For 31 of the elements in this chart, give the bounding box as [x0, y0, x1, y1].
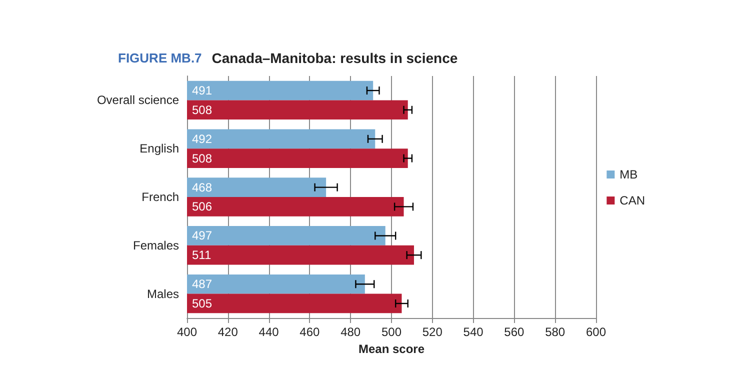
data-label: 492	[192, 132, 212, 146]
y-tick-label: Overall science	[96, 93, 180, 108]
data-label: 505	[192, 296, 212, 310]
y-tick-label: French	[142, 190, 179, 204]
x-tick-label: 420	[218, 325, 238, 339]
data-label: 508	[192, 102, 212, 117]
data-label: 506	[192, 200, 212, 214]
chart-title: FIGURE MB.7	[118, 50, 202, 66]
x-tick-label: 440	[258, 325, 280, 339]
data-label: 487	[192, 277, 212, 292]
y-tick-label: Males	[146, 286, 179, 301]
x-axis-title: Mean score	[358, 342, 425, 356]
data-label: 468	[192, 180, 212, 194]
data-label: 491	[192, 84, 212, 98]
x-tick-label: 460	[300, 325, 320, 339]
x-tick-label: 560	[504, 325, 525, 339]
data-label: 508	[192, 151, 212, 166]
x-tick-label: 540	[463, 325, 484, 339]
x-tick-label: 580	[545, 325, 566, 339]
data-label: 497	[192, 228, 212, 243]
data-label: 511	[192, 248, 212, 262]
legend-label: MB	[620, 168, 638, 182]
y-tick-label: English	[140, 142, 179, 156]
x-tick-label: 600	[586, 325, 606, 339]
chart-subtitle: Canada–Manitoba: results in science	[212, 50, 458, 66]
x-tick-label: 500	[381, 325, 402, 339]
y-tick-label: Females	[132, 238, 179, 252]
x-tick-label: 480	[340, 325, 361, 339]
legend-label: CAN	[620, 194, 646, 208]
x-tick-label: 400	[176, 325, 198, 339]
x-tick-label: 520	[422, 325, 443, 339]
